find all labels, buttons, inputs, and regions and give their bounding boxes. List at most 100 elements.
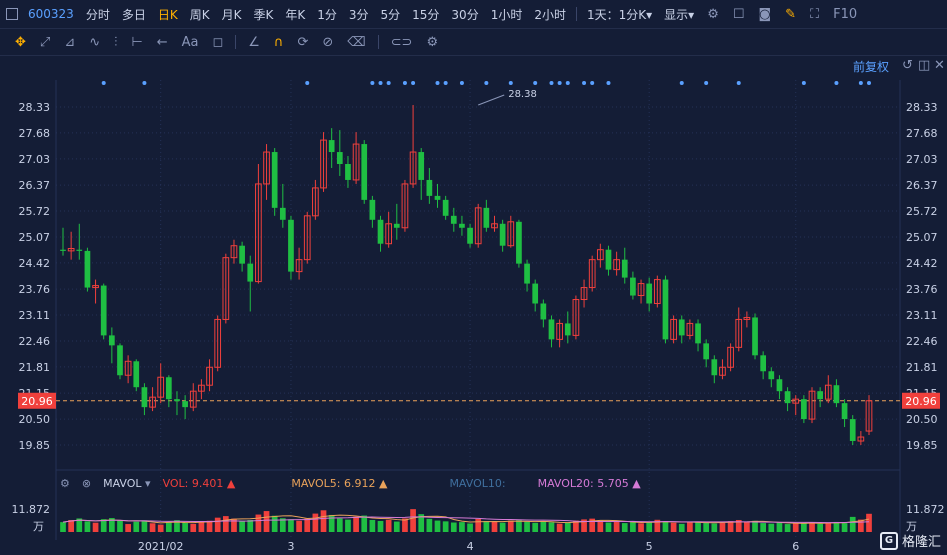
display-select[interactable]: 显示▾ (658, 6, 700, 23)
volume-bar (760, 523, 767, 532)
candle-body (100, 285, 107, 336)
candle-body (328, 140, 335, 153)
tab-15min[interactable]: 15分 (412, 7, 440, 22)
candle-body (222, 257, 230, 320)
tab-1hour[interactable]: 1小时 (490, 7, 523, 22)
mode-label: 1天：1分K (586, 7, 647, 22)
delete-icon[interactable]: ⌫ (347, 34, 366, 50)
tab-quarter-k[interactable]: 季K (253, 7, 274, 22)
fib-tool-icon[interactable]: ⫶ (114, 34, 118, 50)
y-tick-label: 25.72 (19, 205, 51, 218)
tab-30min[interactable]: 30分 (451, 7, 479, 22)
settings-icon[interactable]: ⚙ (60, 476, 70, 490)
volume-bar (214, 517, 221, 532)
candle-body (524, 263, 530, 284)
link-icon[interactable]: ⊂⊃ (390, 34, 413, 50)
tab-year-k[interactable]: 年K (285, 7, 306, 22)
line-tool-icon[interactable]: ⤢ (39, 34, 51, 50)
close-icon[interactable]: ⊗ (81, 476, 92, 490)
camera-icon[interactable]: ◙ (758, 6, 772, 22)
close-icon[interactable]: ✕ (934, 58, 945, 73)
tab-5min[interactable]: 5分 (380, 7, 401, 22)
signal-dot (736, 81, 741, 85)
candle-body (247, 263, 254, 282)
y-tick-label: 24.42 (19, 257, 51, 270)
max-label: 28.38 (508, 89, 537, 100)
wave-tool-icon[interactable]: ∿ (89, 34, 101, 50)
signal-dot (142, 81, 147, 85)
volume-bar (849, 516, 856, 532)
candle-body (385, 223, 393, 245)
candle-body (149, 396, 156, 408)
hide-icon[interactable]: ⊘ (322, 34, 334, 50)
y-tick-label: 26.37 (19, 179, 51, 192)
candle-body (352, 143, 360, 181)
volume-bar (467, 523, 473, 532)
candle-body (743, 316, 751, 320)
volume-bar (597, 520, 604, 532)
mode-select[interactable]: 1天：1分K▾ (581, 6, 658, 23)
adjust-select[interactable]: 前复权 (853, 60, 890, 74)
fullscreen-icon[interactable]: ⛶ (810, 6, 820, 22)
signal-dot (459, 81, 464, 85)
note-tool-icon[interactable]: ◻ (212, 34, 224, 50)
tab-3min[interactable]: 3分 (348, 7, 369, 22)
y-tick-label: 27.68 (906, 127, 938, 140)
tab-duori[interactable]: 多日 (121, 7, 146, 22)
f10-button[interactable]: F10 (833, 6, 858, 22)
pencil-icon[interactable]: ✎ (785, 6, 797, 22)
volume-bar (646, 522, 653, 532)
panel-icon[interactable]: ◫ (918, 58, 931, 73)
crosshair-tool-icon[interactable]: ✥ (15, 34, 26, 50)
undo-icon[interactable]: ↺ (902, 58, 913, 73)
tab-day-k[interactable]: 日K (157, 7, 178, 22)
arrow-tool-icon[interactable]: ← (156, 34, 168, 50)
tab-fenshi[interactable]: 分时 (85, 7, 110, 22)
settings-icon[interactable]: ⚙ (426, 34, 439, 50)
volume-bar (402, 518, 408, 532)
stock-code[interactable]: 600323 (28, 7, 74, 21)
checkbox-icon[interactable]: ☐ (732, 6, 745, 22)
volume-bar (353, 516, 359, 532)
volume-bar (434, 520, 441, 532)
candle-body (760, 355, 767, 372)
y-tick-label: 23.11 (19, 309, 51, 322)
volume-bar (247, 519, 254, 532)
indicator-select[interactable]: MAVOL ▾ (97, 477, 156, 490)
volume-bar (60, 522, 66, 532)
volume-bar (711, 523, 718, 532)
y-tick-label: 23.76 (19, 283, 51, 296)
volume-bar (507, 520, 514, 532)
text-tool-icon[interactable]: Aa (181, 34, 199, 50)
candle-body (605, 249, 612, 270)
candle-body (727, 346, 734, 368)
candle-body (849, 419, 856, 442)
square-icon[interactable] (6, 8, 18, 20)
volume-bar (703, 522, 710, 532)
y-tick-label: 23.11 (906, 309, 938, 322)
tab-2hour[interactable]: 2小时 (534, 7, 566, 22)
y-tick-label: 19.85 (906, 439, 938, 452)
y-tick-label: 27.03 (19, 153, 51, 166)
candle-body (532, 283, 539, 304)
signal-dot (378, 81, 383, 85)
gear-icon[interactable]: ⚙ (707, 6, 719, 22)
tab-1min[interactable]: 1分 (317, 7, 337, 22)
candle-body (735, 318, 743, 348)
y-tick-label: 23.76 (906, 283, 938, 296)
volume-bar (133, 521, 140, 532)
tab-month-k[interactable]: 月K (221, 7, 242, 22)
measure-tool-icon[interactable]: ⊢ (131, 34, 143, 50)
volume-legend: ⚙ ⊗ MAVOL ▾ VOL: 9.401 ▲ MAVOL5: 6.912 ▲… (0, 472, 947, 494)
volume-bar (841, 523, 848, 532)
candle-body (653, 279, 661, 305)
candle-body (483, 207, 490, 228)
sync-icon[interactable]: ⟳ (297, 34, 309, 50)
angle-tool-icon[interactable]: ∠ (248, 34, 260, 50)
logo-icon: G (879, 531, 898, 550)
grid (55, 80, 901, 540)
y-tick-label: 21.15 (906, 387, 938, 400)
triangle-tool-icon[interactable]: ⊿ (64, 34, 76, 50)
magnet-icon[interactable]: ∩ (273, 34, 284, 50)
tab-week-k[interactable]: 周K (189, 7, 210, 22)
